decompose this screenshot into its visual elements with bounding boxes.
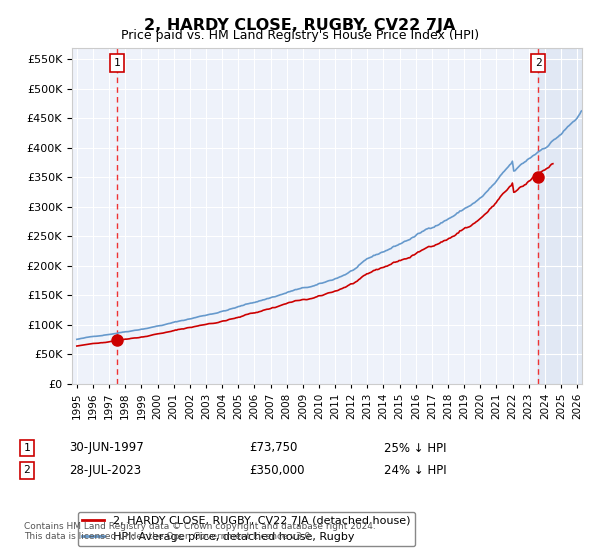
Text: 2, HARDY CLOSE, RUGBY, CV22 7JA: 2, HARDY CLOSE, RUGBY, CV22 7JA xyxy=(145,18,455,33)
Text: Contains HM Land Registry data © Crown copyright and database right 2024.
This d: Contains HM Land Registry data © Crown c… xyxy=(24,522,376,542)
Text: 30-JUN-1997: 30-JUN-1997 xyxy=(69,441,144,455)
Text: Price paid vs. HM Land Registry's House Price Index (HPI): Price paid vs. HM Land Registry's House … xyxy=(121,29,479,42)
Text: 1: 1 xyxy=(114,58,121,68)
Text: 2: 2 xyxy=(23,465,31,475)
Text: 24% ↓ HPI: 24% ↓ HPI xyxy=(384,464,446,477)
Text: 25% ↓ HPI: 25% ↓ HPI xyxy=(384,441,446,455)
Text: 1: 1 xyxy=(23,443,31,453)
Text: £350,000: £350,000 xyxy=(249,464,305,477)
Text: 2: 2 xyxy=(535,58,542,68)
Legend: 2, HARDY CLOSE, RUGBY, CV22 7JA (detached house), HPI: Average price, detached h: 2, HARDY CLOSE, RUGBY, CV22 7JA (detache… xyxy=(77,512,415,546)
Text: £73,750: £73,750 xyxy=(249,441,298,455)
Bar xyxy=(538,48,585,384)
Text: 28-JUL-2023: 28-JUL-2023 xyxy=(69,464,141,477)
